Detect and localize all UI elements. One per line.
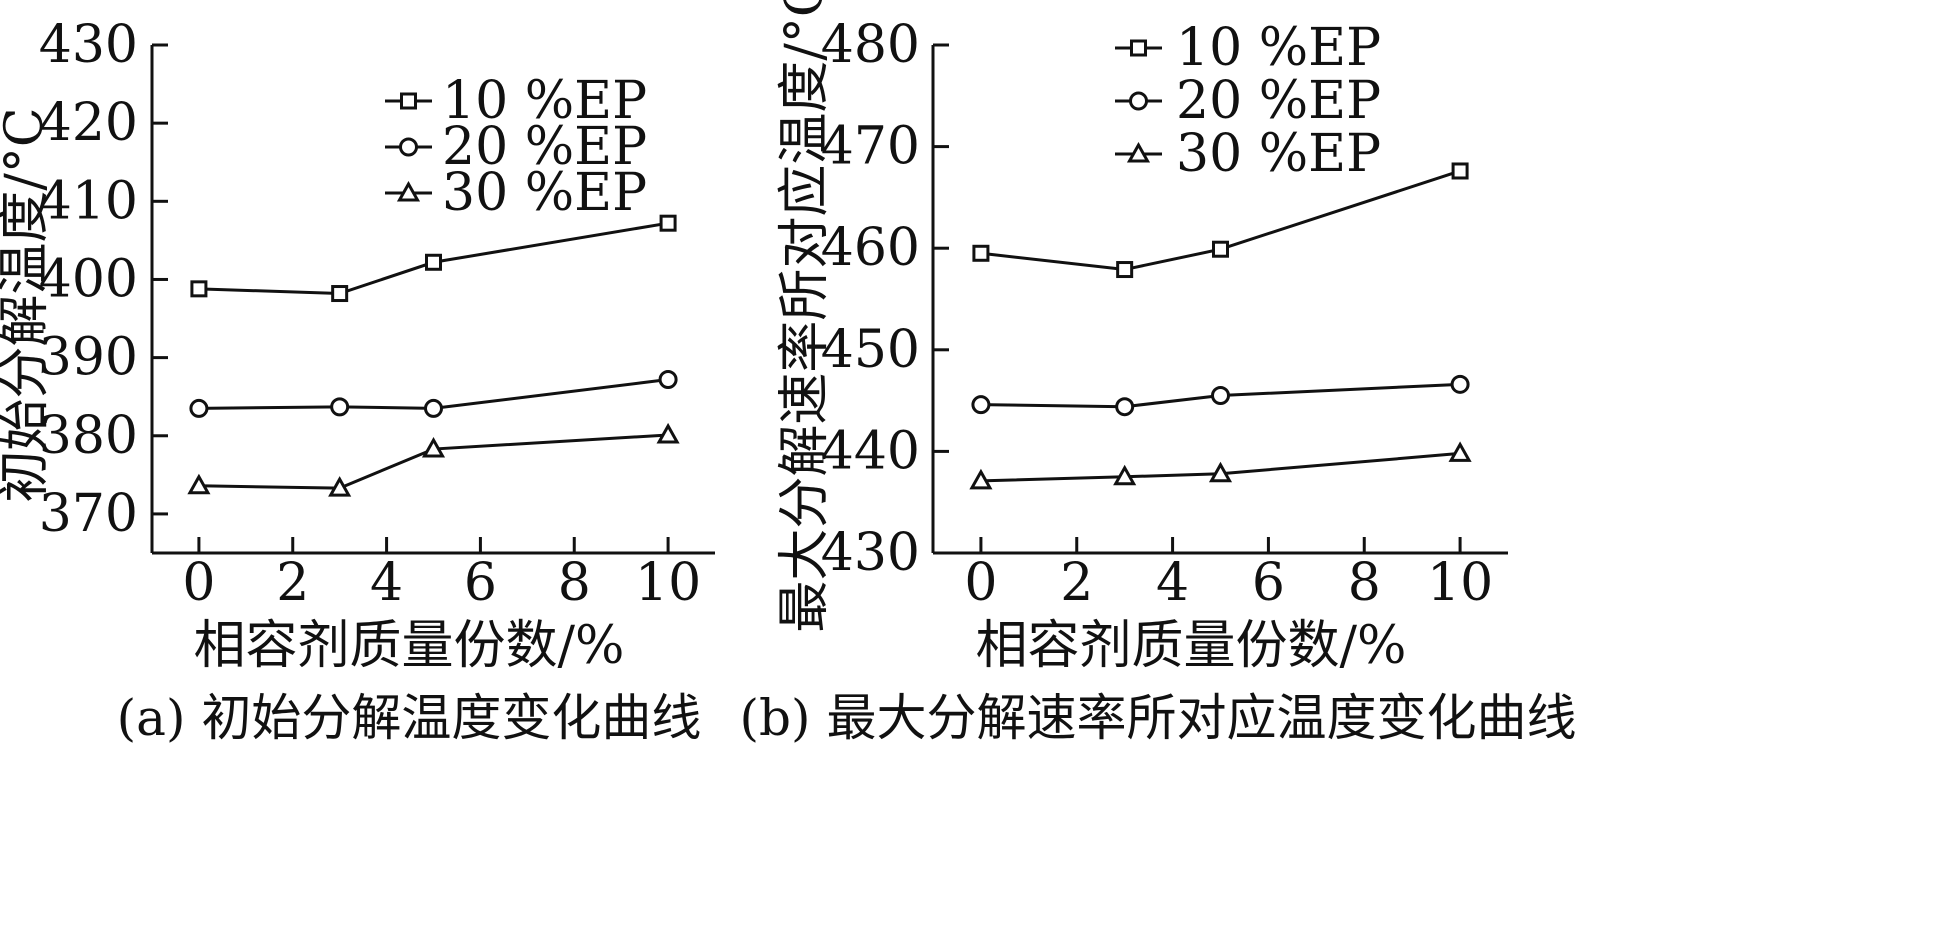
y-tick-label: 410: [39, 171, 138, 231]
x-axis-title: 相容剂质量份数/%: [194, 616, 625, 676]
data-point: [328, 476, 352, 497]
y-tick-label: 390: [39, 328, 138, 388]
data-point: [1450, 374, 1470, 394]
data-point: [1451, 162, 1469, 180]
series-line: [198, 378, 669, 410]
data-point: [1208, 461, 1233, 483]
series-line: [980, 382, 1461, 409]
legend-marker: [1129, 91, 1148, 111]
x-tick-label: 10: [635, 553, 701, 613]
x-tick-label: 2: [276, 553, 309, 613]
data-point: [659, 214, 677, 232]
y-tick-label: 460: [821, 218, 920, 278]
y-tick-label: 470: [821, 117, 920, 177]
data-point: [656, 422, 680, 444]
legend-label: 20 %EP: [442, 117, 647, 177]
data-point: [187, 473, 211, 495]
y-tick-label: 440: [821, 421, 920, 481]
legend-entry: 20 %EP: [385, 117, 647, 177]
legend-entry: 20 %EP: [1115, 71, 1381, 131]
legend-marker: [396, 180, 421, 202]
x-tick-label: 10: [1427, 553, 1493, 613]
y-tick-label: 400: [39, 249, 138, 309]
data-point: [1211, 386, 1230, 406]
chart-panel-b: 430 440 450 460 470 480 0 2 4 6 8 10 相容剂质量份数/% 最大分解速率…: [740, 0, 1577, 747]
x-tick-label: 4: [1156, 553, 1189, 613]
data-point: [969, 468, 993, 490]
data-point: [424, 398, 443, 418]
x-tick-label: 6: [1252, 553, 1285, 613]
y-tick-label: 380: [39, 406, 138, 466]
legend-label: 30 %EP: [442, 163, 647, 223]
x-tick-label: 8: [558, 553, 591, 613]
y-axis-title: 最大分解速率所对应温度/°C: [775, 0, 835, 633]
x-tick-label: 2: [1060, 553, 1093, 613]
data-point: [1448, 441, 1472, 462]
chart-caption: (a) 初始分解温度变化曲线: [117, 689, 702, 747]
x-tick-label: 4: [370, 553, 403, 613]
legend-entry: 10 %EP: [1115, 18, 1381, 78]
legend-marker: [399, 137, 418, 157]
x-tick-label: 6: [464, 553, 497, 613]
data-point: [330, 397, 350, 417]
series-line: [980, 451, 1461, 483]
x-tick-label: 8: [1348, 553, 1381, 613]
legend-label: 10 %EP: [1176, 18, 1381, 78]
legend-label: 30 %EP: [1176, 124, 1381, 184]
legend-entry: 30 %EP: [1115, 124, 1381, 184]
chart-caption: (b) 最大分解速率所对应温度变化曲线: [740, 689, 1577, 747]
series-line: [198, 221, 669, 296]
series-circle: [189, 369, 678, 418]
legend-marker: [1130, 39, 1147, 57]
series-line: [198, 433, 669, 490]
legend-entry: 10 %EP: [385, 71, 647, 131]
data-point: [1212, 240, 1229, 258]
y-tick-label: 430: [39, 15, 138, 75]
legend-marker: [1126, 141, 1151, 163]
y-axis-title: 初始分解温度/°C: [0, 107, 55, 502]
series-square: [972, 162, 1469, 279]
data-point: [189, 398, 209, 418]
series-triangle: [187, 422, 680, 497]
data-point: [425, 253, 442, 271]
data-point: [331, 285, 349, 303]
x-axis-title: 相容剂质量份数/%: [976, 616, 1407, 676]
data-point: [971, 395, 991, 415]
series-square: [190, 214, 677, 303]
y-tick-label: 430: [821, 523, 920, 583]
y-tick-label: 420: [39, 93, 138, 153]
legend-label: 20 %EP: [1176, 71, 1381, 131]
data-point: [1113, 464, 1137, 486]
data-point: [1116, 261, 1134, 279]
data-point: [1115, 397, 1135, 417]
series-line: [980, 169, 1461, 272]
series-triangle: [969, 441, 1472, 490]
legend-label: 10 %EP: [442, 71, 647, 131]
data-point: [421, 436, 446, 458]
legend-entry: 30 %EP: [385, 163, 647, 223]
legend-marker: [400, 92, 417, 110]
y-tick-label: 480: [821, 15, 920, 75]
data-point: [190, 280, 208, 298]
y-tick-label: 450: [821, 320, 920, 380]
data-point: [972, 244, 990, 262]
x-tick-label: 0: [182, 553, 215, 613]
series-circle: [971, 374, 1470, 417]
y-tick-label: 370: [39, 484, 138, 544]
data-point: [658, 369, 678, 389]
x-tick-label: 0: [964, 553, 997, 613]
